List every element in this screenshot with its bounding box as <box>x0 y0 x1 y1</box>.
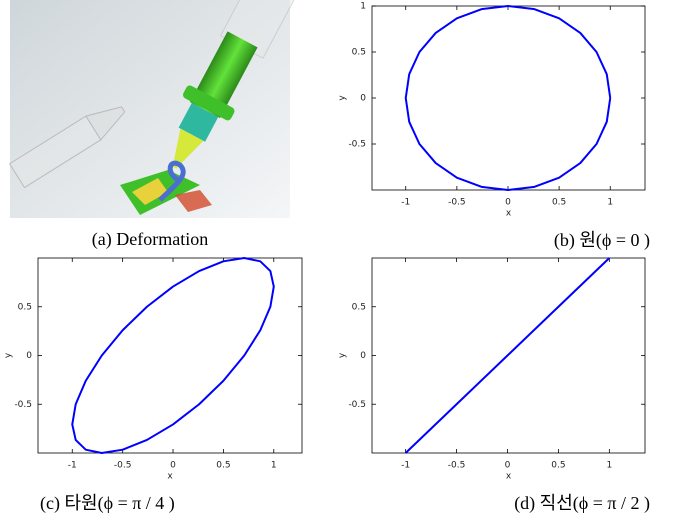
caption: (b) 원(ϕ = 0 ) <box>554 230 650 251</box>
y-tick-label: 0 <box>26 351 32 361</box>
x-axis-label: x <box>506 472 512 482</box>
x-tick-label: -0.5 <box>114 461 132 471</box>
curve <box>71 257 275 454</box>
x-tick-label: 0 <box>505 461 511 471</box>
x-tick-label: 0 <box>505 198 511 208</box>
x-tick-label: -1 <box>68 461 77 471</box>
x-axis-label: x <box>167 472 173 482</box>
y-tick-label: -0.5 <box>348 140 366 150</box>
caption: (a) Deformation <box>92 229 208 250</box>
plot-frame <box>37 257 303 454</box>
x-tick-label: 0.5 <box>551 461 565 471</box>
x-tick-label: -0.5 <box>448 461 466 471</box>
x-tick-label: 1 <box>271 461 277 471</box>
x-axis-label: x <box>506 209 512 219</box>
y-tick-label: 0.5 <box>352 302 366 312</box>
x-tick-label: 0 <box>170 461 176 471</box>
x-tick-label: 0.5 <box>216 461 230 471</box>
y-axis-label: y <box>4 352 14 358</box>
y-tick-label: -0.5 <box>348 400 366 410</box>
y-tick-label: 0.5 <box>18 302 32 312</box>
curve <box>404 257 611 454</box>
y-tick-label: 1 <box>360 2 366 12</box>
caption: (c) 타원(ϕ = π / 4 ) <box>40 493 175 514</box>
x-tick-label: 1 <box>607 198 613 208</box>
caption: (d) 직선(ϕ = π / 2 ) <box>514 493 650 514</box>
plot-frame <box>371 5 646 191</box>
x-tick-label: -1 <box>401 198 410 208</box>
y-tick-label: 0.5 <box>352 48 366 58</box>
x-tick-label: 1 <box>606 461 612 471</box>
y-axis-label: y <box>338 95 348 101</box>
x-tick-label: -0.5 <box>448 198 466 208</box>
y-tick-label: 0 <box>360 94 366 104</box>
y-tick-label: 0 <box>360 351 366 361</box>
x-tick-label: 0.5 <box>552 198 566 208</box>
y-tick-label: -0.5 <box>14 400 32 410</box>
x-tick-label: -1 <box>401 461 410 471</box>
y-axis-label: y <box>338 352 348 358</box>
deformation-image <box>8 0 297 218</box>
curve <box>404 5 612 191</box>
